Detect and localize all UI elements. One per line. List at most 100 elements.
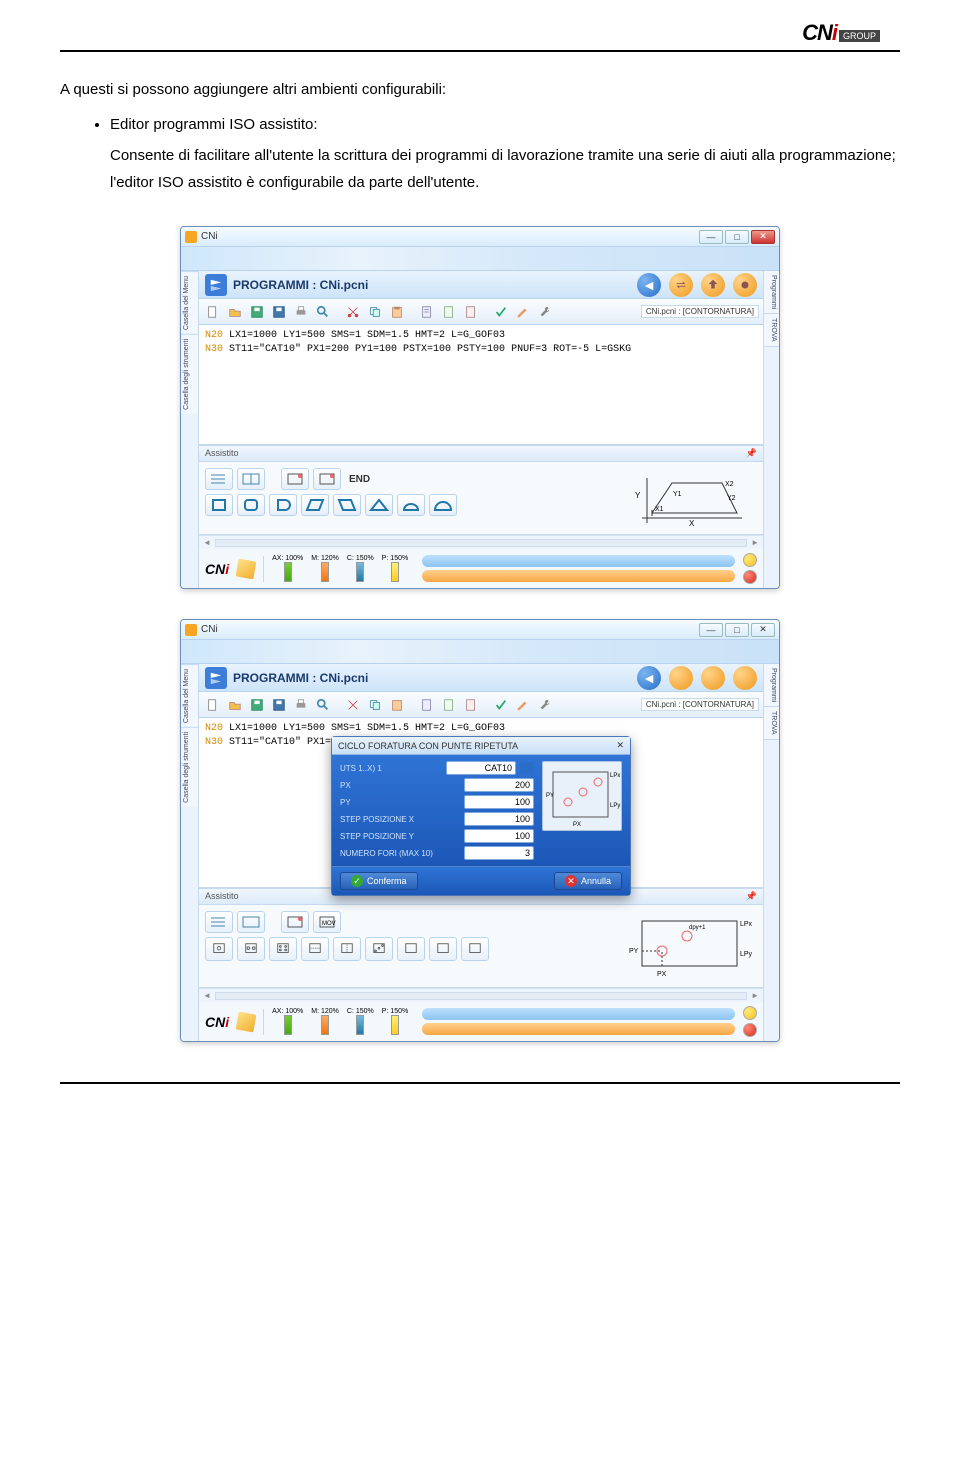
tool-doc3-icon[interactable]: [461, 302, 481, 322]
rail-tab-programmi[interactable]: Programmi: [764, 271, 779, 314]
rail-tab-menu[interactable]: Casella del Menu: [181, 271, 198, 334]
status-dot-warning-2[interactable]: [743, 1006, 757, 1020]
tool-save-icon[interactable]: [247, 302, 267, 322]
tool-copy-icon-2[interactable]: [365, 695, 385, 715]
assist-btn-table-icon-2[interactable]: [237, 911, 265, 933]
code-editor-2[interactable]: N20 LX1=1000 LY1=500 SMS=1 SDM=1.5 HMT=2…: [199, 718, 763, 888]
assist-scrollbar[interactable]: ◄►: [199, 535, 763, 549]
drill-btn-3-icon[interactable]: [269, 937, 297, 961]
svg-text:LPy: LPy: [740, 951, 753, 958]
tool-new-icon-2[interactable]: [203, 695, 223, 715]
rail-tab-programmi-2[interactable]: Programmi: [764, 664, 779, 707]
status-strip-blue-2: [422, 1008, 735, 1020]
drill-btn-1-icon[interactable]: [205, 937, 233, 961]
drill-btn-8-icon[interactable]: [429, 937, 457, 961]
assist-panel-2: MOV: [199, 905, 763, 988]
tool-doc1-icon-2[interactable]: [417, 695, 437, 715]
cni-logo-text: CNi: [802, 20, 837, 46]
drill-btn-7-icon[interactable]: [397, 937, 425, 961]
round-btn-1[interactable]: [669, 273, 693, 297]
tool-search-icon[interactable]: [313, 302, 333, 322]
tool-cut-icon-2[interactable]: [343, 695, 363, 715]
close-button[interactable]: ✕: [751, 230, 775, 244]
minimize-button[interactable]: —: [699, 230, 723, 244]
tool-wrench-icon-2[interactable]: [535, 695, 555, 715]
drill-btn-4-icon[interactable]: [301, 937, 329, 961]
drill-btn-5-icon[interactable]: [333, 937, 361, 961]
tool-search-icon-2[interactable]: [313, 695, 333, 715]
tool-doc2-icon[interactable]: [439, 302, 459, 322]
shape-tri-icon[interactable]: [365, 494, 393, 516]
assistito-label: Assistito: [205, 448, 239, 459]
rail-tab-trova[interactable]: TROVA: [764, 314, 779, 347]
shape-trap2-icon[interactable]: [333, 494, 361, 516]
tool-open-icon-2[interactable]: [225, 695, 245, 715]
shape-semi-icon[interactable]: [429, 494, 457, 516]
assist-btn-clock-icon[interactable]: [281, 468, 309, 490]
status-panel: CNi AX: 100% M: 120% C: 150% P: 150%: [199, 549, 763, 588]
assist-btn-list-icon[interactable]: [205, 468, 233, 490]
tool-new-icon[interactable]: [203, 302, 223, 322]
rail-tab-strumenti[interactable]: Casella degli strumenti: [181, 334, 198, 414]
tool-check-icon-2[interactable]: [491, 695, 511, 715]
tool-doc3-icon-2[interactable]: [461, 695, 481, 715]
tool-paste-icon-2[interactable]: [387, 695, 407, 715]
tool-open-icon[interactable]: [225, 302, 245, 322]
shape-d-icon[interactable]: [269, 494, 297, 516]
left-rail-2: Casella del Menu Casella degli strumenti: [181, 664, 199, 1041]
tool-save-icon-2[interactable]: [247, 695, 267, 715]
round-btn-3[interactable]: [733, 273, 757, 297]
svg-text:X1: X1: [655, 506, 664, 513]
drill-btn-9-icon[interactable]: [461, 937, 489, 961]
maximize-button[interactable]: □: [725, 230, 749, 244]
tool-save2-icon-2[interactable]: [269, 695, 289, 715]
assist-btn-table-icon[interactable]: [237, 468, 265, 490]
assistito-pin-icon[interactable]: 📌: [746, 448, 757, 459]
back-button-2[interactable]: ◄: [637, 666, 661, 690]
rail-tab-trova-2[interactable]: TROVA: [764, 707, 779, 740]
assist-scrollbar-2[interactable]: ◄►: [199, 988, 763, 1002]
rail-tab-strumenti-2[interactable]: Casella degli strumenti: [181, 727, 198, 807]
window-titlebar[interactable]: CNi — □ ✕: [181, 227, 779, 247]
tool-print-icon[interactable]: [291, 302, 311, 322]
tool-paste-icon[interactable]: [387, 302, 407, 322]
status-dot-warning[interactable]: [743, 553, 757, 567]
status-dot-error[interactable]: [743, 570, 757, 584]
tool-check-icon[interactable]: [491, 302, 511, 322]
tool-cut-icon[interactable]: [343, 302, 363, 322]
svg-text:Y1: Y1: [673, 491, 682, 498]
shape-trap-icon[interactable]: [301, 494, 329, 516]
shape-arch-icon[interactable]: [397, 494, 425, 516]
shape-square-icon[interactable]: [205, 494, 233, 516]
tool-save2-icon[interactable]: [269, 302, 289, 322]
assist-btn-clock2-icon-2[interactable]: MOV: [313, 911, 341, 933]
assist-btn-list-icon-2[interactable]: [205, 911, 233, 933]
status-dot-error-2[interactable]: [743, 1023, 757, 1037]
tool-doc1-icon[interactable]: [417, 302, 437, 322]
svg-text:PY: PY: [629, 948, 639, 955]
minimize-button-2[interactable]: —: [699, 623, 723, 637]
round-btn-1b[interactable]: [669, 666, 693, 690]
round-btn-3b[interactable]: [733, 666, 757, 690]
tool-wrench-icon[interactable]: [535, 302, 555, 322]
drill-btn-2-icon[interactable]: [237, 937, 265, 961]
tool-doc2-icon-2[interactable]: [439, 695, 459, 715]
code-editor[interactable]: N20 LX1=1000 LY1=500 SMS=1 SDM=1.5 HMT=2…: [199, 325, 763, 445]
tool-copy-icon[interactable]: [365, 302, 385, 322]
rail-tab-menu-2[interactable]: Casella del Menu: [181, 664, 198, 727]
maximize-button-2[interactable]: □: [725, 623, 749, 637]
assistito-pin-icon-2[interactable]: 📌: [746, 891, 757, 902]
back-button[interactable]: ◄: [637, 273, 661, 297]
assist-btn-clock2-icon[interactable]: [313, 468, 341, 490]
round-btn-2b[interactable]: [701, 666, 725, 690]
shape-rounded-icon[interactable]: [237, 494, 265, 516]
round-btn-2[interactable]: [701, 273, 725, 297]
tool-edit-icon[interactable]: [513, 302, 533, 322]
tool-print-icon-2[interactable]: [291, 695, 311, 715]
window-titlebar-2[interactable]: CNi — □ ✕: [181, 620, 779, 640]
assist-btn-clock-icon-2[interactable]: [281, 911, 309, 933]
drill-btn-6-icon[interactable]: [365, 937, 393, 961]
close-button-2[interactable]: ✕: [751, 623, 775, 637]
assistito-header: Assistito 📌: [199, 445, 763, 462]
tool-edit-icon-2[interactable]: [513, 695, 533, 715]
